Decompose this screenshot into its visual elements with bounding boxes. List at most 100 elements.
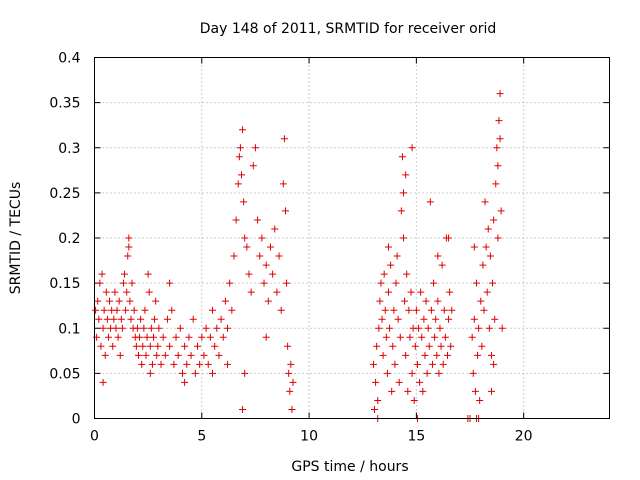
data-point xyxy=(398,153,406,161)
data-point xyxy=(145,288,153,296)
data-point xyxy=(436,324,444,332)
data-point xyxy=(134,351,142,359)
data-point xyxy=(97,342,105,350)
data-point xyxy=(421,351,429,359)
data-point xyxy=(196,360,204,368)
data-point xyxy=(183,360,191,368)
data-point xyxy=(371,405,379,413)
y-tick-label: 0.15 xyxy=(49,276,80,292)
data-point xyxy=(284,342,292,350)
data-point xyxy=(113,306,121,314)
data-point xyxy=(122,306,130,314)
data-point xyxy=(434,252,442,260)
data-point xyxy=(271,225,279,233)
data-point xyxy=(104,333,112,341)
data-point xyxy=(432,315,440,323)
data-point xyxy=(483,288,491,296)
data-point xyxy=(392,279,400,287)
y-tick-label: 0.1 xyxy=(58,321,80,337)
data-point xyxy=(153,351,161,359)
data-point xyxy=(490,216,498,224)
data-point xyxy=(494,162,502,170)
data-point xyxy=(140,324,148,332)
data-point xyxy=(191,369,199,377)
data-point xyxy=(181,378,189,386)
data-point xyxy=(494,234,502,242)
data-point xyxy=(492,180,500,188)
data-point xyxy=(198,333,206,341)
data-point xyxy=(396,333,404,341)
data-point xyxy=(289,378,297,386)
data-point xyxy=(280,135,288,143)
data-point xyxy=(283,279,291,287)
x-tick-label: 5 xyxy=(197,429,206,445)
data-point xyxy=(428,360,436,368)
data-point xyxy=(438,261,446,269)
data-point xyxy=(383,369,391,377)
data-point xyxy=(487,387,495,395)
data-point xyxy=(204,360,212,368)
data-point xyxy=(416,378,424,386)
data-point xyxy=(99,378,107,386)
data-point xyxy=(139,342,147,350)
data-point xyxy=(419,387,427,395)
data-point xyxy=(247,288,255,296)
y-tick-label: 0.05 xyxy=(49,366,80,382)
data-point xyxy=(387,261,395,269)
data-point xyxy=(443,351,451,359)
data-point xyxy=(128,279,136,287)
data-point xyxy=(427,306,435,314)
y-axis-label: SRMTID / TECUs xyxy=(8,182,24,295)
data-point xyxy=(209,369,217,377)
data-point xyxy=(407,288,415,296)
data-point xyxy=(489,279,497,287)
data-point xyxy=(373,342,381,350)
data-point xyxy=(96,279,104,287)
data-point xyxy=(245,270,253,278)
data-point xyxy=(400,234,407,242)
data-point xyxy=(116,351,124,359)
data-point xyxy=(237,171,245,179)
data-point xyxy=(213,324,221,332)
data-point xyxy=(236,144,244,152)
data-point xyxy=(166,342,174,350)
data-point xyxy=(102,288,110,296)
x-tick-label: 10 xyxy=(300,429,318,445)
data-point xyxy=(133,324,141,332)
data-point xyxy=(426,198,434,206)
data-point xyxy=(496,90,504,98)
data-point xyxy=(121,270,129,278)
data-point xyxy=(136,333,144,341)
data-point xyxy=(99,324,107,332)
data-point xyxy=(138,360,146,368)
data-point xyxy=(109,342,117,350)
data-point xyxy=(94,297,102,305)
data-point xyxy=(395,378,403,386)
data-point xyxy=(422,297,430,305)
data-point xyxy=(376,297,384,305)
data-point xyxy=(434,297,442,305)
data-point xyxy=(415,324,423,332)
data-point xyxy=(178,369,186,377)
data-point xyxy=(469,369,477,377)
data-point xyxy=(95,315,103,323)
data-point xyxy=(166,279,174,287)
data-point xyxy=(264,297,272,305)
data-point xyxy=(476,396,484,404)
data-point xyxy=(217,315,225,323)
data-point xyxy=(119,279,127,287)
data-point xyxy=(402,171,410,179)
data-point xyxy=(288,405,296,413)
data-point xyxy=(161,351,169,359)
data-point xyxy=(277,306,285,314)
data-point xyxy=(232,216,240,224)
data-point xyxy=(98,270,106,278)
data-point xyxy=(495,117,503,125)
data-point xyxy=(285,369,293,377)
data-point xyxy=(92,306,100,314)
data-point xyxy=(486,252,494,260)
data-point xyxy=(484,225,492,233)
data-point xyxy=(146,342,154,350)
data-point xyxy=(424,324,432,332)
data-point xyxy=(400,189,407,197)
